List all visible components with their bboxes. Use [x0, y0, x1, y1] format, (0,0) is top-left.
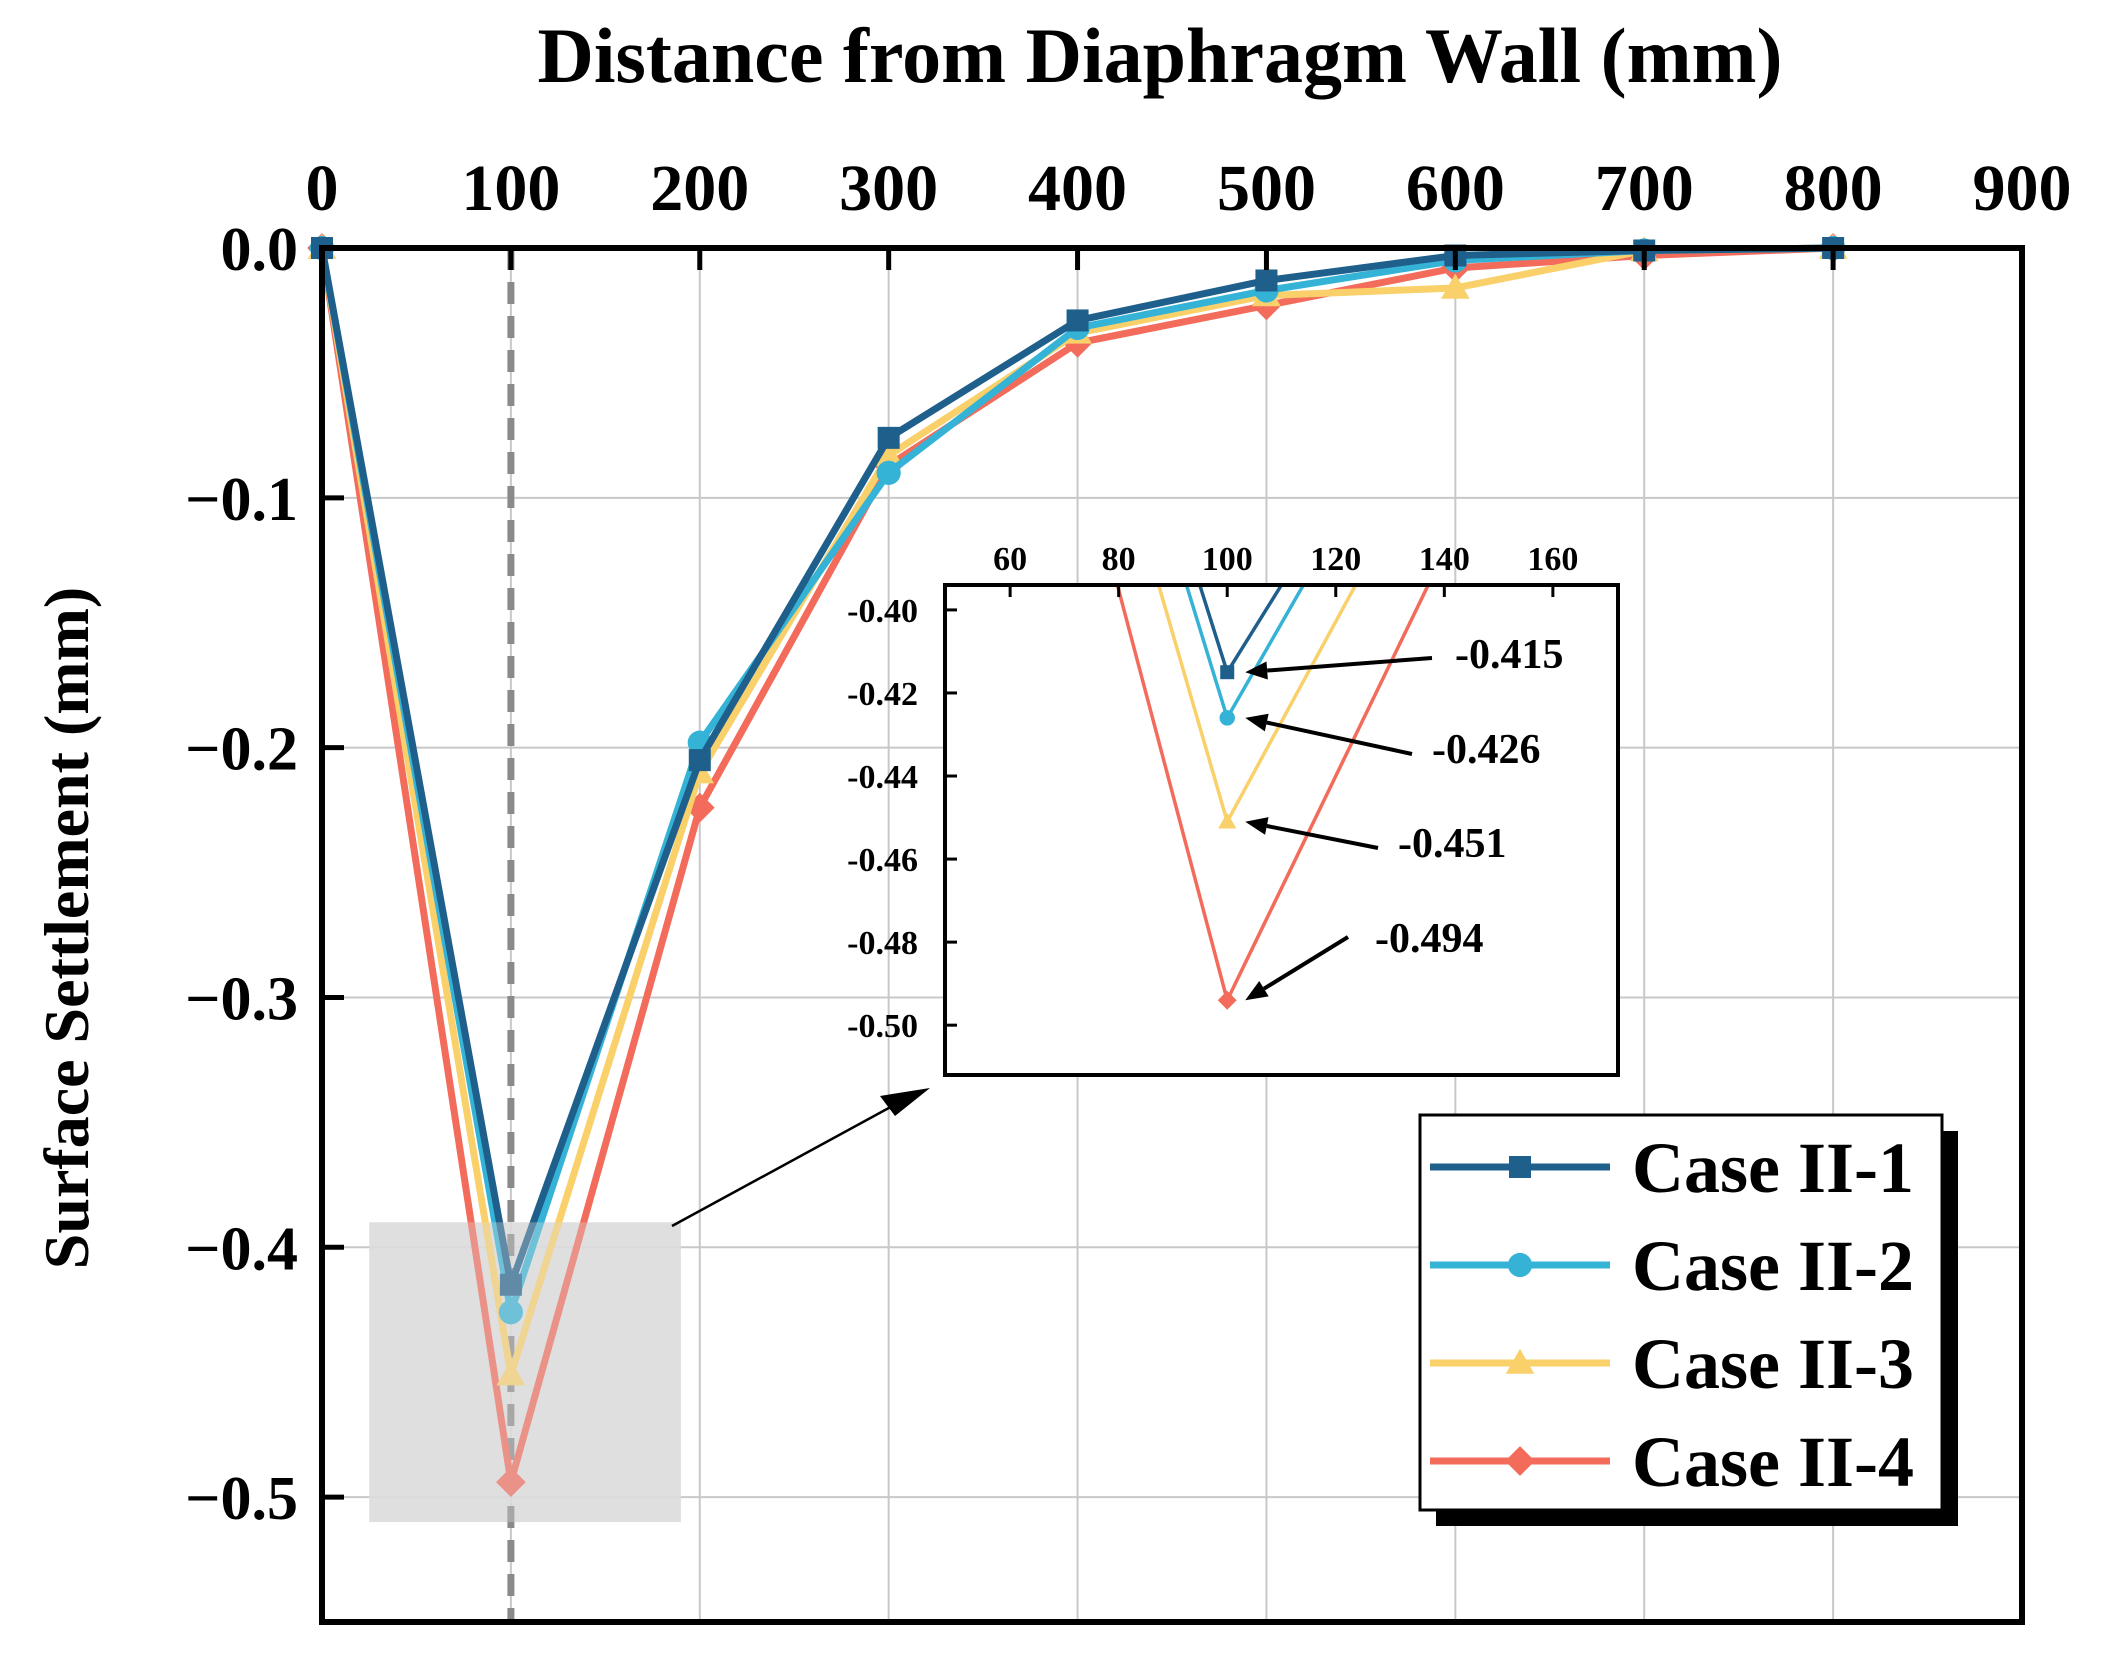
inset-annotation-arrow — [1267, 656, 1433, 673]
y-axis-label: Surface Settlement (mm) — [31, 587, 102, 1269]
data-point-case-ii-1 — [1066, 309, 1089, 332]
legend-label-case-ii-3: Case II-3 — [1632, 1324, 1914, 1404]
inset-y-tick-label: -0.42 — [847, 676, 918, 713]
legend-marker-case-ii-3 — [1505, 1348, 1535, 1374]
inset-annotation-label: -0.494 — [1375, 916, 1484, 962]
inset-x-tick-label: 80 — [1102, 541, 1136, 578]
x-tick-label: 100 — [461, 152, 560, 225]
zoom-highlight-veil — [369, 1222, 681, 1523]
inset-x-tick-label: 140 — [1419, 541, 1470, 578]
inset-y-tick-label: -0.50 — [847, 1008, 918, 1045]
data-point-case-ii-3 — [1441, 273, 1470, 299]
data-point-case-ii-1 — [499, 1273, 522, 1296]
x-tick-label: 600 — [1406, 152, 1505, 225]
x-tick-label: 500 — [1217, 152, 1316, 225]
inset-annotation-label: -0.415 — [1455, 632, 1564, 678]
data-point-case-ii-4 — [496, 1467, 526, 1497]
x-tick-label: 700 — [1595, 152, 1694, 225]
data-point-case-ii-1 — [1255, 269, 1278, 292]
inset-annotation-arrow — [1266, 824, 1379, 850]
data-point-case-ii-2 — [498, 1300, 523, 1325]
chart-title: Distance from Diaphragm Wall (mm) — [538, 12, 1783, 99]
inset-x-tick-label: 60 — [993, 541, 1027, 578]
legend-box — [1418, 1113, 1944, 1512]
inset-annotation-arrow — [1262, 935, 1350, 991]
y-tick-label: 0.0 — [221, 216, 299, 284]
inset-data-point-case-ii-4 — [1217, 990, 1237, 1010]
inset-series-line-case-ii-1 — [1197, 585, 1284, 677]
inset-y-tick-label: -0.44 — [847, 759, 918, 796]
inset-annotation-arrowhead — [1245, 817, 1269, 835]
inset-annotation-arrowhead — [1245, 981, 1269, 1001]
data-point-case-ii-1 — [877, 426, 900, 449]
inset-y-tick-label: -0.48 — [847, 925, 918, 962]
y-tick-label: −0.3 — [185, 965, 298, 1033]
inset-annotation-arrow — [1266, 720, 1413, 756]
connector-line — [671, 1101, 899, 1228]
inset-plot-group — [1115, 585, 1431, 1010]
inset-series-line-case-ii-4 — [1115, 585, 1431, 1006]
inset-annotation-arrowhead — [1245, 661, 1268, 680]
inset-data-point-case-ii-2 — [1219, 710, 1235, 726]
inset-y-tick-label: -0.40 — [847, 593, 918, 630]
x-tick-label: 900 — [1973, 152, 2072, 225]
x-tick-label: 200 — [650, 152, 749, 225]
plot-frame — [319, 245, 2025, 1625]
legend-label-case-ii-4: Case II-4 — [1632, 1422, 1914, 1502]
legend-label-case-ii-1: Case II-1 — [1632, 1128, 1914, 1208]
x-tick-label: 400 — [1028, 152, 1127, 225]
y-tick-label: −0.1 — [185, 466, 298, 534]
x-tick-label: 0 — [306, 152, 339, 225]
inset-data-point-case-ii-1 — [1220, 665, 1235, 680]
inset-y-tick-label: -0.46 — [847, 842, 918, 879]
legend-label-case-ii-2: Case II-2 — [1632, 1226, 1914, 1306]
legend-marker-case-ii-4 — [1505, 1446, 1535, 1476]
inset-frame — [943, 583, 1620, 1077]
data-point-case-ii-1 — [688, 749, 711, 772]
legend-marker-case-ii-1 — [1509, 1156, 1531, 1178]
inset-annotation-label: -0.426 — [1432, 727, 1541, 773]
inset-annotation-label: -0.451 — [1398, 821, 1507, 867]
data-point-case-ii-3 — [496, 1360, 526, 1386]
x-tick-label: 300 — [839, 152, 938, 225]
inset-annotation-arrowhead — [1245, 713, 1269, 732]
data-point-case-ii-3 — [874, 441, 903, 467]
y-tick-label: −0.2 — [185, 716, 298, 784]
data-point-case-ii-2 — [876, 460, 901, 485]
inset-data-point-case-ii-3 — [1218, 812, 1237, 829]
legend-marker-case-ii-2 — [1507, 1252, 1533, 1278]
y-tick-label: −0.5 — [185, 1465, 298, 1533]
inset-x-tick-label: 120 — [1310, 541, 1361, 578]
x-tick-label: 800 — [1784, 152, 1883, 225]
connector-arrowhead — [880, 1088, 930, 1116]
inset-x-tick-label: 160 — [1527, 541, 1578, 578]
y-tick-label: −0.4 — [185, 1215, 298, 1283]
inset-x-tick-label: 100 — [1202, 541, 1253, 578]
